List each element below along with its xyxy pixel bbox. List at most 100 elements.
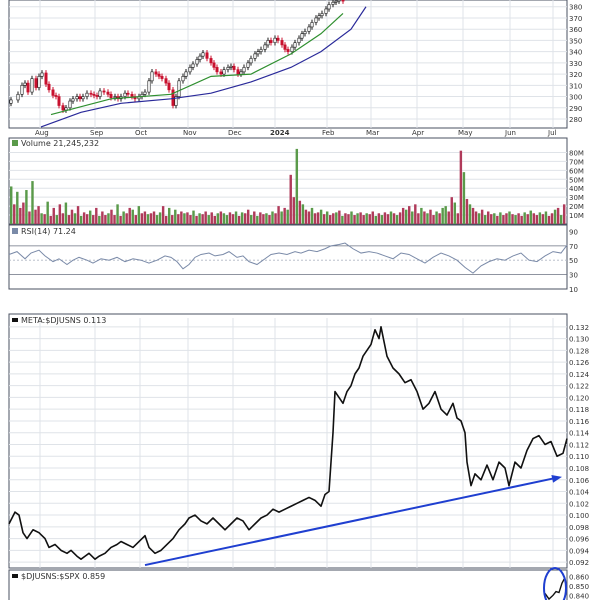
volume-bar bbox=[58, 204, 62, 224]
volume-bar bbox=[177, 214, 180, 224]
candle-body bbox=[85, 92, 89, 97]
volume-bar bbox=[34, 209, 37, 224]
candle-body bbox=[209, 58, 213, 64]
candle-body bbox=[171, 89, 175, 106]
volume-bar bbox=[383, 212, 387, 224]
volume-bar bbox=[64, 202, 68, 224]
ratio-tick-label: 0.098 bbox=[569, 524, 589, 532]
volume-bar bbox=[240, 212, 244, 224]
bottom-ratio-legend: $DJUSNS:$SPX 0.859 bbox=[12, 572, 105, 581]
ratio-series bbox=[8, 326, 568, 567]
volume-bar bbox=[95, 207, 98, 224]
volume-bar bbox=[174, 209, 177, 224]
volume-bar bbox=[289, 174, 292, 224]
volume-bar bbox=[535, 215, 539, 224]
volume-label: Volume 21,245,232 bbox=[21, 139, 99, 148]
volume-bar bbox=[265, 213, 268, 224]
volume-bar bbox=[453, 202, 457, 224]
volume-bar bbox=[295, 148, 299, 224]
candle-body bbox=[242, 67, 246, 73]
candle-body bbox=[9, 99, 13, 104]
volume-bar bbox=[371, 211, 374, 224]
volume-bar bbox=[362, 215, 365, 224]
candle-body bbox=[143, 91, 147, 95]
candle-body bbox=[222, 69, 226, 75]
candle-body bbox=[130, 94, 134, 97]
volume-bar bbox=[316, 212, 320, 224]
rsi-tick-label: 30 bbox=[569, 272, 578, 280]
candle-body bbox=[92, 94, 96, 96]
volume-bar bbox=[113, 215, 116, 224]
price-tick-label: 290 bbox=[569, 105, 582, 113]
volume-bar bbox=[471, 207, 475, 224]
ratio-tick-label: 0.132 bbox=[569, 324, 589, 332]
volume-bar bbox=[119, 215, 122, 224]
candle-body bbox=[57, 96, 61, 106]
volume-bar bbox=[286, 209, 289, 224]
volume-bar bbox=[292, 197, 295, 224]
bottom-ratio-legend-swatch bbox=[12, 574, 18, 578]
ratio-tick-label: 0.126 bbox=[569, 359, 590, 367]
candle-body bbox=[181, 76, 185, 82]
candle-body bbox=[75, 96, 79, 100]
rsi-line bbox=[8, 242, 568, 274]
rsi-label: RSI(14) 71.24 bbox=[21, 227, 76, 236]
rsi-tick-label: 50 bbox=[569, 257, 578, 265]
volume-bar bbox=[146, 214, 150, 224]
candle-body bbox=[167, 82, 171, 91]
volume-bar bbox=[25, 190, 28, 224]
candle-body bbox=[205, 52, 209, 59]
bottom-ratio-panel bbox=[8, 569, 568, 600]
candle-body bbox=[188, 67, 192, 73]
volume-bar bbox=[158, 212, 162, 224]
ratio-tick-label: 0.110 bbox=[569, 453, 589, 461]
volume-bar bbox=[31, 181, 34, 224]
volume-bar bbox=[110, 209, 113, 224]
volume-bar bbox=[517, 213, 520, 224]
volume-bar bbox=[40, 213, 43, 224]
volume-bar bbox=[19, 207, 22, 224]
candle-body bbox=[147, 80, 151, 93]
volume-bar bbox=[499, 212, 502, 224]
volume-bar bbox=[404, 209, 408, 224]
candle-body bbox=[263, 44, 267, 50]
candle-body bbox=[154, 71, 158, 75]
volume-bar bbox=[325, 211, 329, 224]
volume-bar bbox=[277, 206, 280, 224]
price-tick-label: 300 bbox=[569, 94, 582, 102]
price-tick-label: 340 bbox=[569, 49, 582, 57]
volume-bar bbox=[468, 204, 472, 224]
volume-bar bbox=[359, 212, 362, 224]
trend-arrow-line bbox=[144, 477, 555, 567]
volume-bar bbox=[234, 211, 238, 224]
ratio-legend-swatch bbox=[12, 318, 18, 322]
volume-bar bbox=[490, 214, 493, 224]
ratio-tick-label: 0.106 bbox=[569, 477, 590, 485]
volume-bar bbox=[271, 211, 274, 224]
candle-body bbox=[219, 71, 223, 75]
volume-bar bbox=[426, 213, 429, 224]
volume-bar bbox=[523, 212, 526, 224]
volume-bar bbox=[82, 212, 86, 224]
volume-bar bbox=[477, 213, 481, 224]
volume-bar bbox=[380, 215, 384, 224]
candle-body bbox=[150, 71, 154, 82]
volume-bar bbox=[298, 200, 302, 224]
bottom-ratio-line bbox=[544, 577, 566, 600]
volume-bar bbox=[228, 212, 232, 224]
volume-bar bbox=[268, 215, 271, 224]
volume-bar bbox=[547, 215, 551, 224]
candle-body bbox=[61, 105, 65, 111]
volume-bar bbox=[313, 213, 317, 224]
volume-bar bbox=[70, 209, 74, 224]
candle-body bbox=[16, 94, 20, 101]
volume-bar bbox=[511, 214, 514, 224]
candle-body bbox=[212, 62, 216, 68]
volume-bar bbox=[344, 213, 347, 224]
candle-body bbox=[89, 92, 93, 95]
volume-legend-swatch bbox=[12, 140, 18, 146]
candle-body bbox=[37, 76, 41, 88]
rsi-panel bbox=[8, 224, 568, 290]
volume-bar bbox=[198, 213, 201, 224]
candle-body bbox=[293, 42, 297, 48]
